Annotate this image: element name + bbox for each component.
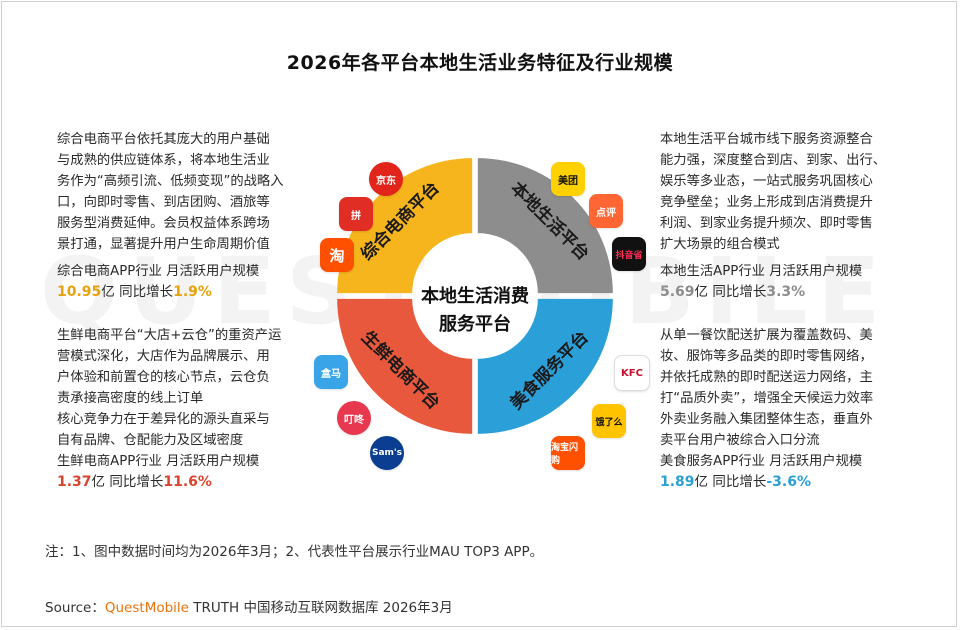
desc-line: 景打通，显著提升用户生命周期价值 <box>57 237 270 252</box>
dianping-app-icon: 点评 <box>589 194 623 228</box>
desc-line: 与成熟的供应链体系，将本地生活业 <box>57 153 270 168</box>
center-circle <box>415 236 535 356</box>
desc-line: 责承接高密度的线上订单 <box>57 391 204 406</box>
center-label-line1: 本地生活消费 <box>421 285 529 307</box>
metric-label: 综合电商APP行业 月活跃用户规模 <box>57 264 260 279</box>
desc-line: 卖平台用户被综合入口分流 <box>660 433 820 448</box>
jd-app-icon: 京东 <box>369 162 403 196</box>
segment-local-life <box>477 158 613 294</box>
segment-ecommerce <box>337 158 473 294</box>
dingdong-app-icon: 叮咚 <box>337 401 371 435</box>
desc-line: 并依托成熟的即时配送运力网络，主 <box>660 370 873 385</box>
center-label-line2: 服务平台 <box>439 313 511 335</box>
source-line: Source：QuestMobile TRUTH 中国移动互联网数据库 2026… <box>45 596 453 616</box>
page-title: 2026年各平台本地生活业务特征及行业规模 <box>286 52 674 74</box>
desc-line: 妆、服饰等多品类的即时零售网络， <box>660 349 873 364</box>
desc-line: 本地生活平台城市线下服务资源整合 <box>660 132 873 147</box>
kfc-app-icon: KFC <box>614 355 650 391</box>
metric-label: 本地生活APP行业 月活跃用户规模 <box>660 264 863 279</box>
desc-line: 能力强，深度整合到店、到家、出行、 <box>660 153 887 168</box>
sams-app-icon: Sam's <box>370 436 404 470</box>
block-food-service: 从单一餐饮配送扩展为覆盖数码、美 妆、服饰等多品类的即时零售网络， 并依托成熟的… <box>660 325 920 493</box>
metric-value: 1.37亿 同比增长11.6% <box>57 474 212 490</box>
segment-fresh-ecommerce <box>337 298 473 434</box>
block-fresh-ecommerce: 生鲜电商平台“大店+云仓”的重资产运 营模式深化，大店作为品牌展示、用 户体验和… <box>57 325 317 493</box>
ele-app-icon: 饿了么 <box>592 404 626 438</box>
metric-label: 生鲜电商APP行业 月活跃用户规模 <box>57 454 260 469</box>
metric-value: 1.89亿 同比增长-3.6% <box>660 474 811 490</box>
desc-line: 口，向即时零售、到店团购、酒旅等 <box>57 195 270 210</box>
metric-label: 美食服务APP行业 月活跃用户规模 <box>660 454 863 469</box>
desc-line: 竞争壁垒；业务上形成到店消费提升 <box>660 195 873 210</box>
desc-line: 自有品牌、仓配能力及区域密度 <box>57 433 244 448</box>
desc-line: 务作为“高频引流、低频变现”的战略入 <box>57 174 284 189</box>
source-brand: QuestMobile <box>104 600 189 616</box>
desc-line: 利润、到家业务提升频次、即时零售 <box>660 216 873 231</box>
desc-line: 营模式深化，大店作为品牌展示、用 <box>57 349 270 364</box>
source-prefix: Source： <box>45 600 105 616</box>
desc-line: 娱乐等多业态，一站式服务巩固核心 <box>660 174 873 189</box>
metric-value: 10.95亿 同比增长1.9% <box>57 284 212 300</box>
hema-app-icon: 盒马 <box>314 355 348 389</box>
source-suffix: TRUTH 中国移动互联网数据库 2026年3月 <box>188 600 453 616</box>
pinduoduo-app-icon: 拼 <box>339 197 373 231</box>
desc-line: 扩大场景的组合模式 <box>660 237 780 252</box>
meituan-app-icon: 美团 <box>551 162 585 196</box>
desc-line: 外卖业务融入集团整体生态，垂直外 <box>660 412 873 427</box>
footnote: 注：1、图中数据时间均为2026年3月；2、代表性平台展示行业MAU TOP3 … <box>45 544 544 560</box>
taobao-shangou-app-icon: 淘宝闪购 <box>551 436 585 470</box>
desc-line: 户体验和前置仓的核心节点，云仓负 <box>57 370 270 385</box>
segment-food-service <box>477 298 613 434</box>
taobao-app-icon: 淘 <box>320 238 354 272</box>
block-ecommerce: 综合电商平台依托其庞大的用户基础 与成熟的供应链体系，将本地生活业 务作为“高频… <box>57 129 317 303</box>
metric-value: 5.69亿 同比增长3.3% <box>660 284 806 300</box>
desc-line: 从单一餐饮配送扩展为覆盖数码、美 <box>660 328 873 343</box>
douyin-app-icon: 抖音省 <box>612 237 646 271</box>
block-local-life: 本地生活平台城市线下服务资源整合 能力强，深度整合到店、到家、出行、 娱乐等多业… <box>660 129 920 303</box>
desc-line: 服务型消费延伸。会员权益体系跨场 <box>57 216 270 231</box>
desc-line: 核心竞争力在于差异化的源头直采与 <box>57 412 270 427</box>
desc-line: 综合电商平台依托其庞大的用户基础 <box>57 132 270 147</box>
desc-line: 生鲜电商平台“大店+云仓”的重资产运 <box>57 328 282 343</box>
desc-line: 打“品质外卖”，增强全天候运力效率 <box>660 391 874 406</box>
